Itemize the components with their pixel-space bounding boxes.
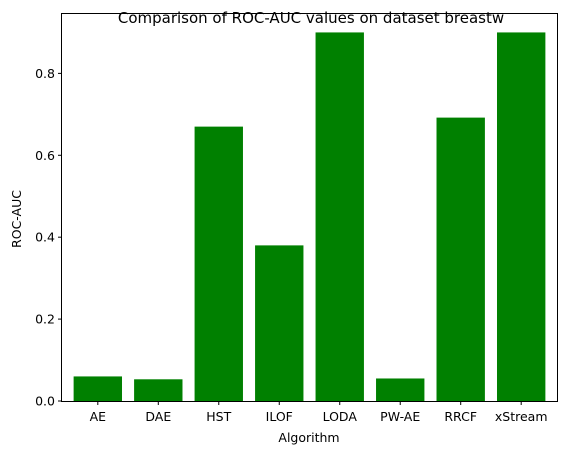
- x-axis: AE DAE HST ILOF LODA PW-AE RRCF xStream: [90, 401, 548, 424]
- y-axis-label: ROC-AUC: [9, 190, 24, 248]
- x-tick-label: PW-AE: [380, 409, 420, 424]
- x-tick-label: xStream: [495, 409, 548, 424]
- x-tick-label: RRCF: [444, 409, 477, 424]
- bars-group: [73, 32, 546, 402]
- bar-ilof: [255, 245, 304, 401]
- x-tick-label: DAE: [145, 409, 171, 424]
- bar-pw-ae: [376, 378, 425, 401]
- bar-rrcf: [436, 117, 485, 401]
- chart-title: Comparison of ROC-AUC values on dataset …: [118, 9, 504, 27]
- y-tick-label: 0.0: [35, 394, 55, 409]
- x-tick-label: HST: [206, 409, 231, 424]
- y-tick-label: 0.8: [35, 66, 55, 81]
- x-axis-label: Algorithm: [278, 430, 339, 445]
- bar-hst: [194, 126, 243, 401]
- bar-dae: [134, 379, 183, 401]
- plot-frame: [61, 13, 558, 402]
- y-tick-label: 0.2: [35, 312, 55, 327]
- y-axis: 0.0 0.2 0.4 0.6 0.8: [35, 66, 62, 409]
- bar-xstream: [496, 32, 546, 402]
- bar-loda: [315, 32, 364, 402]
- y-tick-label: 0.6: [35, 148, 55, 163]
- x-tick-label: AE: [90, 409, 107, 424]
- x-tick-label: LODA: [323, 409, 358, 424]
- y-tick-label: 0.4: [35, 230, 55, 245]
- x-tick-label: ILOF: [266, 409, 293, 424]
- bar-ae: [73, 376, 123, 401]
